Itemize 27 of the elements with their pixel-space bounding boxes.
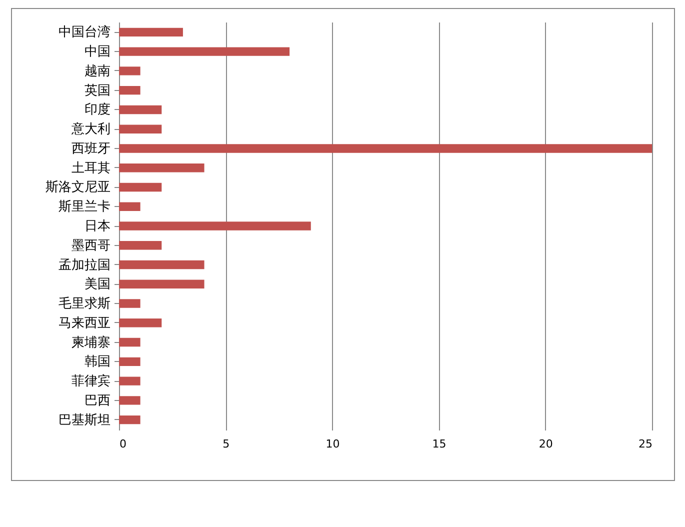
y-tick-label: 中国 [84,44,110,60]
x-tick-label: 25 [638,438,652,450]
y-tick-label: 菲律宾 [72,373,110,390]
x-tick-label: 10 [326,438,340,450]
y-tick-label: 斯里兰卡 [58,200,110,215]
y-tick-label: 巴西 [84,393,110,408]
y-tick-label: 英国 [84,83,110,98]
y-tick-label: 马来西亚 [58,316,110,331]
y-tick-label: 斯洛文尼亚 [46,180,110,196]
y-tick-label: 土耳其 [72,160,110,176]
x-tick-label: 5 [222,438,230,450]
y-tick-label: 美国 [84,276,110,292]
y-tick-label: 意大利 [70,122,110,138]
x-tick-label: 0 [120,438,126,450]
y-tick-label: 孟加拉国 [58,258,110,273]
y-tick-label: 西班牙 [72,141,110,156]
y-tick-label: 越南 [84,64,110,79]
y-tick-label: 巴基斯坦 [58,412,110,428]
y-tick-label: 中国台湾 [58,24,110,40]
y-tick-label: 韩国 [84,354,110,370]
x-tick-label: 20 [538,438,553,450]
y-tick-label: 印度 [84,102,110,118]
y-tick-label: 毛里求斯 [58,296,110,312]
y-tick-label: 日本 [84,219,110,234]
x-tick-label: 15 [432,438,446,450]
y-tick-label: 柬埔寨 [72,334,110,350]
y-tick-label: 墨西哥 [72,238,110,254]
